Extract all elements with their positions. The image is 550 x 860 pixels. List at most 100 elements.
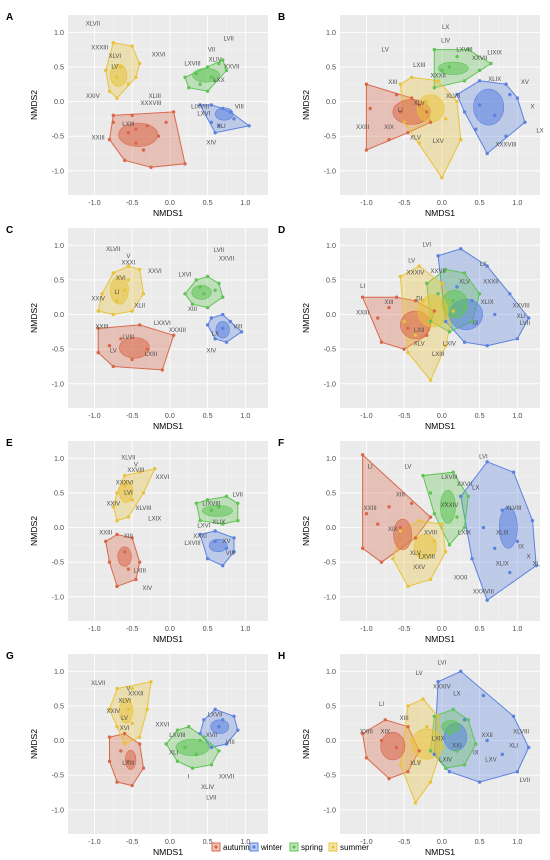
point-autumn xyxy=(107,343,112,348)
point-label: XLIV xyxy=(209,57,222,63)
x-tick-label: 0.0 xyxy=(165,198,175,207)
point-winter xyxy=(485,264,489,268)
point-label: XIX xyxy=(380,730,390,736)
point-spring xyxy=(462,271,467,275)
x-tick-label: 0.5 xyxy=(475,624,485,633)
legend-label-autumn: autumn xyxy=(223,843,250,852)
point-label: XXXI xyxy=(193,534,207,540)
point-summer xyxy=(409,738,414,743)
point-label: XXIII xyxy=(95,324,108,330)
point-spring xyxy=(194,752,199,757)
point-spring xyxy=(217,61,221,66)
point-autumn xyxy=(137,742,142,746)
y-tick-label: -0.5 xyxy=(52,132,64,141)
point-spring xyxy=(205,89,210,93)
point-spring xyxy=(428,491,433,495)
point-autumn xyxy=(107,759,112,764)
point-winter xyxy=(493,113,497,118)
panel-f: LI LVLVILXVIIIXXVIILXXXIIIXIIIXXXIVXLVIII… xyxy=(278,438,541,644)
point-winter xyxy=(209,316,214,320)
point-spring xyxy=(432,511,437,516)
point-spring xyxy=(432,47,437,52)
point-spring xyxy=(209,508,214,512)
panel-letter: D xyxy=(278,225,285,236)
point-winter xyxy=(221,563,225,568)
point-autumn xyxy=(145,124,149,128)
x-tick-label: 0.5 xyxy=(475,837,485,846)
y-tick-label: 0.5 xyxy=(326,488,336,497)
point-autumn xyxy=(107,137,112,142)
point-spring xyxy=(462,305,467,310)
point-winter xyxy=(436,679,440,684)
point-winter xyxy=(217,124,221,128)
point-spring xyxy=(198,518,202,523)
point-autumn xyxy=(409,96,414,100)
panel-g-grid xyxy=(68,654,268,834)
point-label: LXX xyxy=(213,78,224,84)
x-tick-label: 0.5 xyxy=(475,198,485,207)
point-summer xyxy=(417,553,421,557)
point-label: XLVII xyxy=(86,21,101,27)
y-tick-label: 0.5 xyxy=(54,275,64,284)
point-winter xyxy=(511,714,516,719)
point-spring xyxy=(236,518,240,523)
y-axis-title: NMDS2 xyxy=(29,90,39,120)
point-spring xyxy=(451,298,455,303)
point-label: IX xyxy=(518,544,524,550)
point-spring xyxy=(440,68,444,73)
point-label: LI xyxy=(115,290,120,296)
panel-a: XLVIIXXXIIIXLVILVXXVILVIIVIILXVIIIXLIVXX… xyxy=(6,12,268,218)
y-tick-label: 0.0 xyxy=(326,523,336,532)
point-summer xyxy=(428,780,433,784)
point-label: XXVI xyxy=(152,53,166,59)
point-summer xyxy=(137,267,142,272)
point-summer xyxy=(459,137,463,142)
point-winter xyxy=(508,292,512,296)
point-autumn xyxy=(379,340,384,344)
point-label: VIII xyxy=(226,551,235,557)
point-spring xyxy=(198,82,202,86)
point-spring xyxy=(462,79,467,83)
point-summer xyxy=(398,529,403,533)
point-spring xyxy=(194,278,199,282)
ellipse-summer xyxy=(411,728,443,760)
point-winter xyxy=(515,539,520,544)
point-autumn xyxy=(115,584,119,589)
point-winter xyxy=(485,598,489,602)
point-spring xyxy=(164,742,168,746)
point-label: LIV xyxy=(441,39,450,45)
point-label: XXXVIII xyxy=(496,143,517,149)
point-summer xyxy=(115,518,119,523)
point-autumn xyxy=(425,110,429,114)
point-label: XLV xyxy=(410,761,421,767)
point-label: XIX xyxy=(388,527,398,533)
point-label: XLVIII xyxy=(506,506,522,512)
x-tick-label: 1.0 xyxy=(240,198,250,207)
point-label: LXIX xyxy=(148,517,161,523)
y-tick-label: -1.0 xyxy=(52,379,64,388)
point-winter xyxy=(455,92,459,97)
y-tick-label: -1.0 xyxy=(52,592,64,601)
point-label: IX xyxy=(473,321,479,327)
point-spring xyxy=(205,498,210,502)
x-tick-label: -0.5 xyxy=(126,411,138,420)
point-label: XXIV xyxy=(106,501,120,507)
point-label: XXXII xyxy=(483,279,499,285)
point-spring xyxy=(217,505,221,509)
point-label: XXII xyxy=(481,733,493,739)
point-winter xyxy=(443,319,448,324)
point-label: LV xyxy=(110,349,117,355)
point-autumn xyxy=(141,766,146,770)
point-label: XLI xyxy=(217,124,226,130)
x-tick-label: 1.0 xyxy=(512,624,522,633)
point-autumn xyxy=(364,511,369,516)
point-spring xyxy=(194,501,199,506)
point-label: LVI xyxy=(124,490,133,496)
point-autumn xyxy=(104,539,108,544)
point-winter xyxy=(493,312,497,317)
point-spring xyxy=(194,72,199,76)
point-winter xyxy=(224,742,229,746)
point-spring xyxy=(205,305,210,310)
point-label: LI xyxy=(368,465,373,471)
